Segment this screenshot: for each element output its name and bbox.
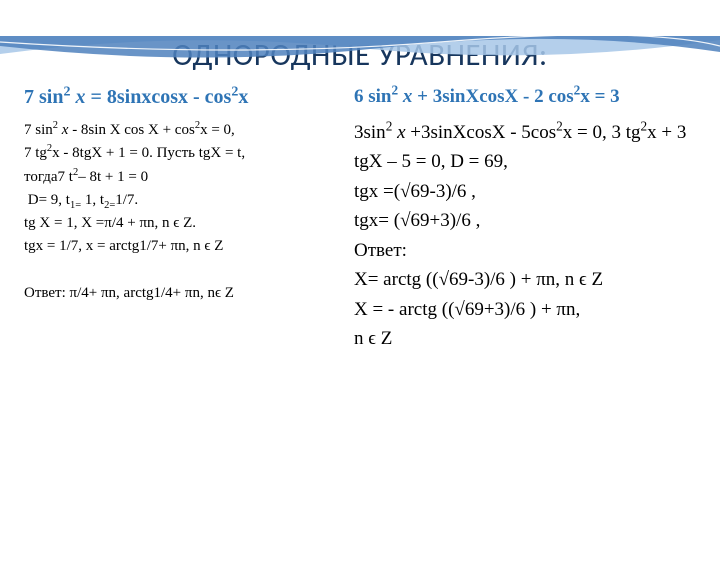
column-left: 7 sin2 x = 8sinxcosx - cos2x 7 sin2 x - … — [24, 86, 336, 354]
left-body: 7 sin2 x - 8sin X cos X + cos2x = 0,7 tg… — [24, 119, 336, 305]
right-subtitle: 6 sin2 x + 3sinXcosX - 2 cos2x = 3 — [354, 86, 692, 108]
columns: 7 sin2 x = 8sinxcosx - cos2x 7 sin2 x - … — [0, 86, 720, 354]
page-title: ОДНОРОДНЫЕ УРАВНЕНИЯ: — [0, 36, 720, 74]
right-body: 3sin2 x +3sinXcosX - 5cos2x = 0, 3 tg2x … — [354, 118, 692, 354]
column-right: 6 sin2 x + 3sinXcosX - 2 cos2x = 3 3sin2… — [354, 86, 692, 354]
left-subtitle: 7 sin2 x = 8sinxcosx - cos2x — [24, 86, 336, 109]
